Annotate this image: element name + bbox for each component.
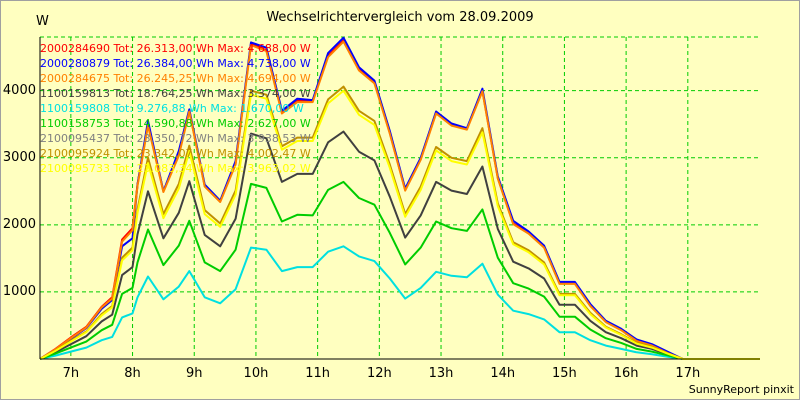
legend-entry: 2000280879 Tot: 26.384,00 Wh Max: 4.738,… [40, 57, 311, 70]
x-tick-label: 16h [613, 366, 639, 381]
y-tick-label: 1000 [2, 283, 36, 299]
legend-entry: 2000284675 Tot: 26.245,25 Wh Max: 4.694,… [40, 72, 311, 85]
x-tick-label: 14h [490, 366, 516, 381]
x-tick-label: 11h [305, 366, 331, 381]
series-line-2000284675 [39, 40, 760, 360]
legend-entry: 2100095437 Tot: 23.350,72 Wh Max: 3.938,… [40, 132, 311, 145]
x-tick-label: 12h [366, 366, 392, 381]
x-tick-label: 8h [124, 366, 141, 381]
y-tick-label: 4000 [2, 82, 36, 98]
x-tick-label: 13h [428, 366, 454, 381]
footer-credit: SunnyReport pinxit [688, 383, 794, 396]
series-line-1100159813 [39, 130, 760, 360]
legend-entry: 1100159813 Tot: 18.764,25 Wh Max: 3.374,… [40, 87, 311, 100]
series-line-2100095733 [39, 89, 760, 360]
x-tick-label: 17h [675, 366, 701, 381]
x-tick-label: 7h [62, 366, 80, 381]
series-line-1100158753 [39, 180, 760, 360]
legend-entry: 2000284690 Tot: 26.313,00 Wh Max: 4.688,… [40, 42, 311, 55]
x-tick-label: 15h [552, 366, 577, 381]
series-line-1100159808 [39, 245, 760, 360]
legend-entry: 1100159808 Tot: 9.276,88 Wh Max: 1.670,0… [40, 102, 304, 115]
y-tick-label: 2000 [2, 216, 36, 232]
x-tick-label: 10h [243, 366, 269, 381]
y-axis-unit: W [36, 14, 49, 29]
legend-entry: 1100158753 Tot: 14.590,88 Wh Max: 2.627,… [40, 117, 311, 130]
x-tick-label: 9h [185, 366, 203, 381]
legend-entry: 2100095924 Tot: 23.342,07 Wh Max: 4.002,… [40, 147, 311, 160]
legend-entry: 2100095733 Tot: 23.083,34 Wh Max: 3.963,… [40, 162, 311, 175]
legend: 2000284690 Tot: 26.313,00 Wh Max: 4.688,… [40, 41, 311, 176]
chart-title: Wechselrichtervergleich vom 28.09.2009 [266, 10, 534, 25]
y-tick-label: 3000 [2, 149, 36, 165]
